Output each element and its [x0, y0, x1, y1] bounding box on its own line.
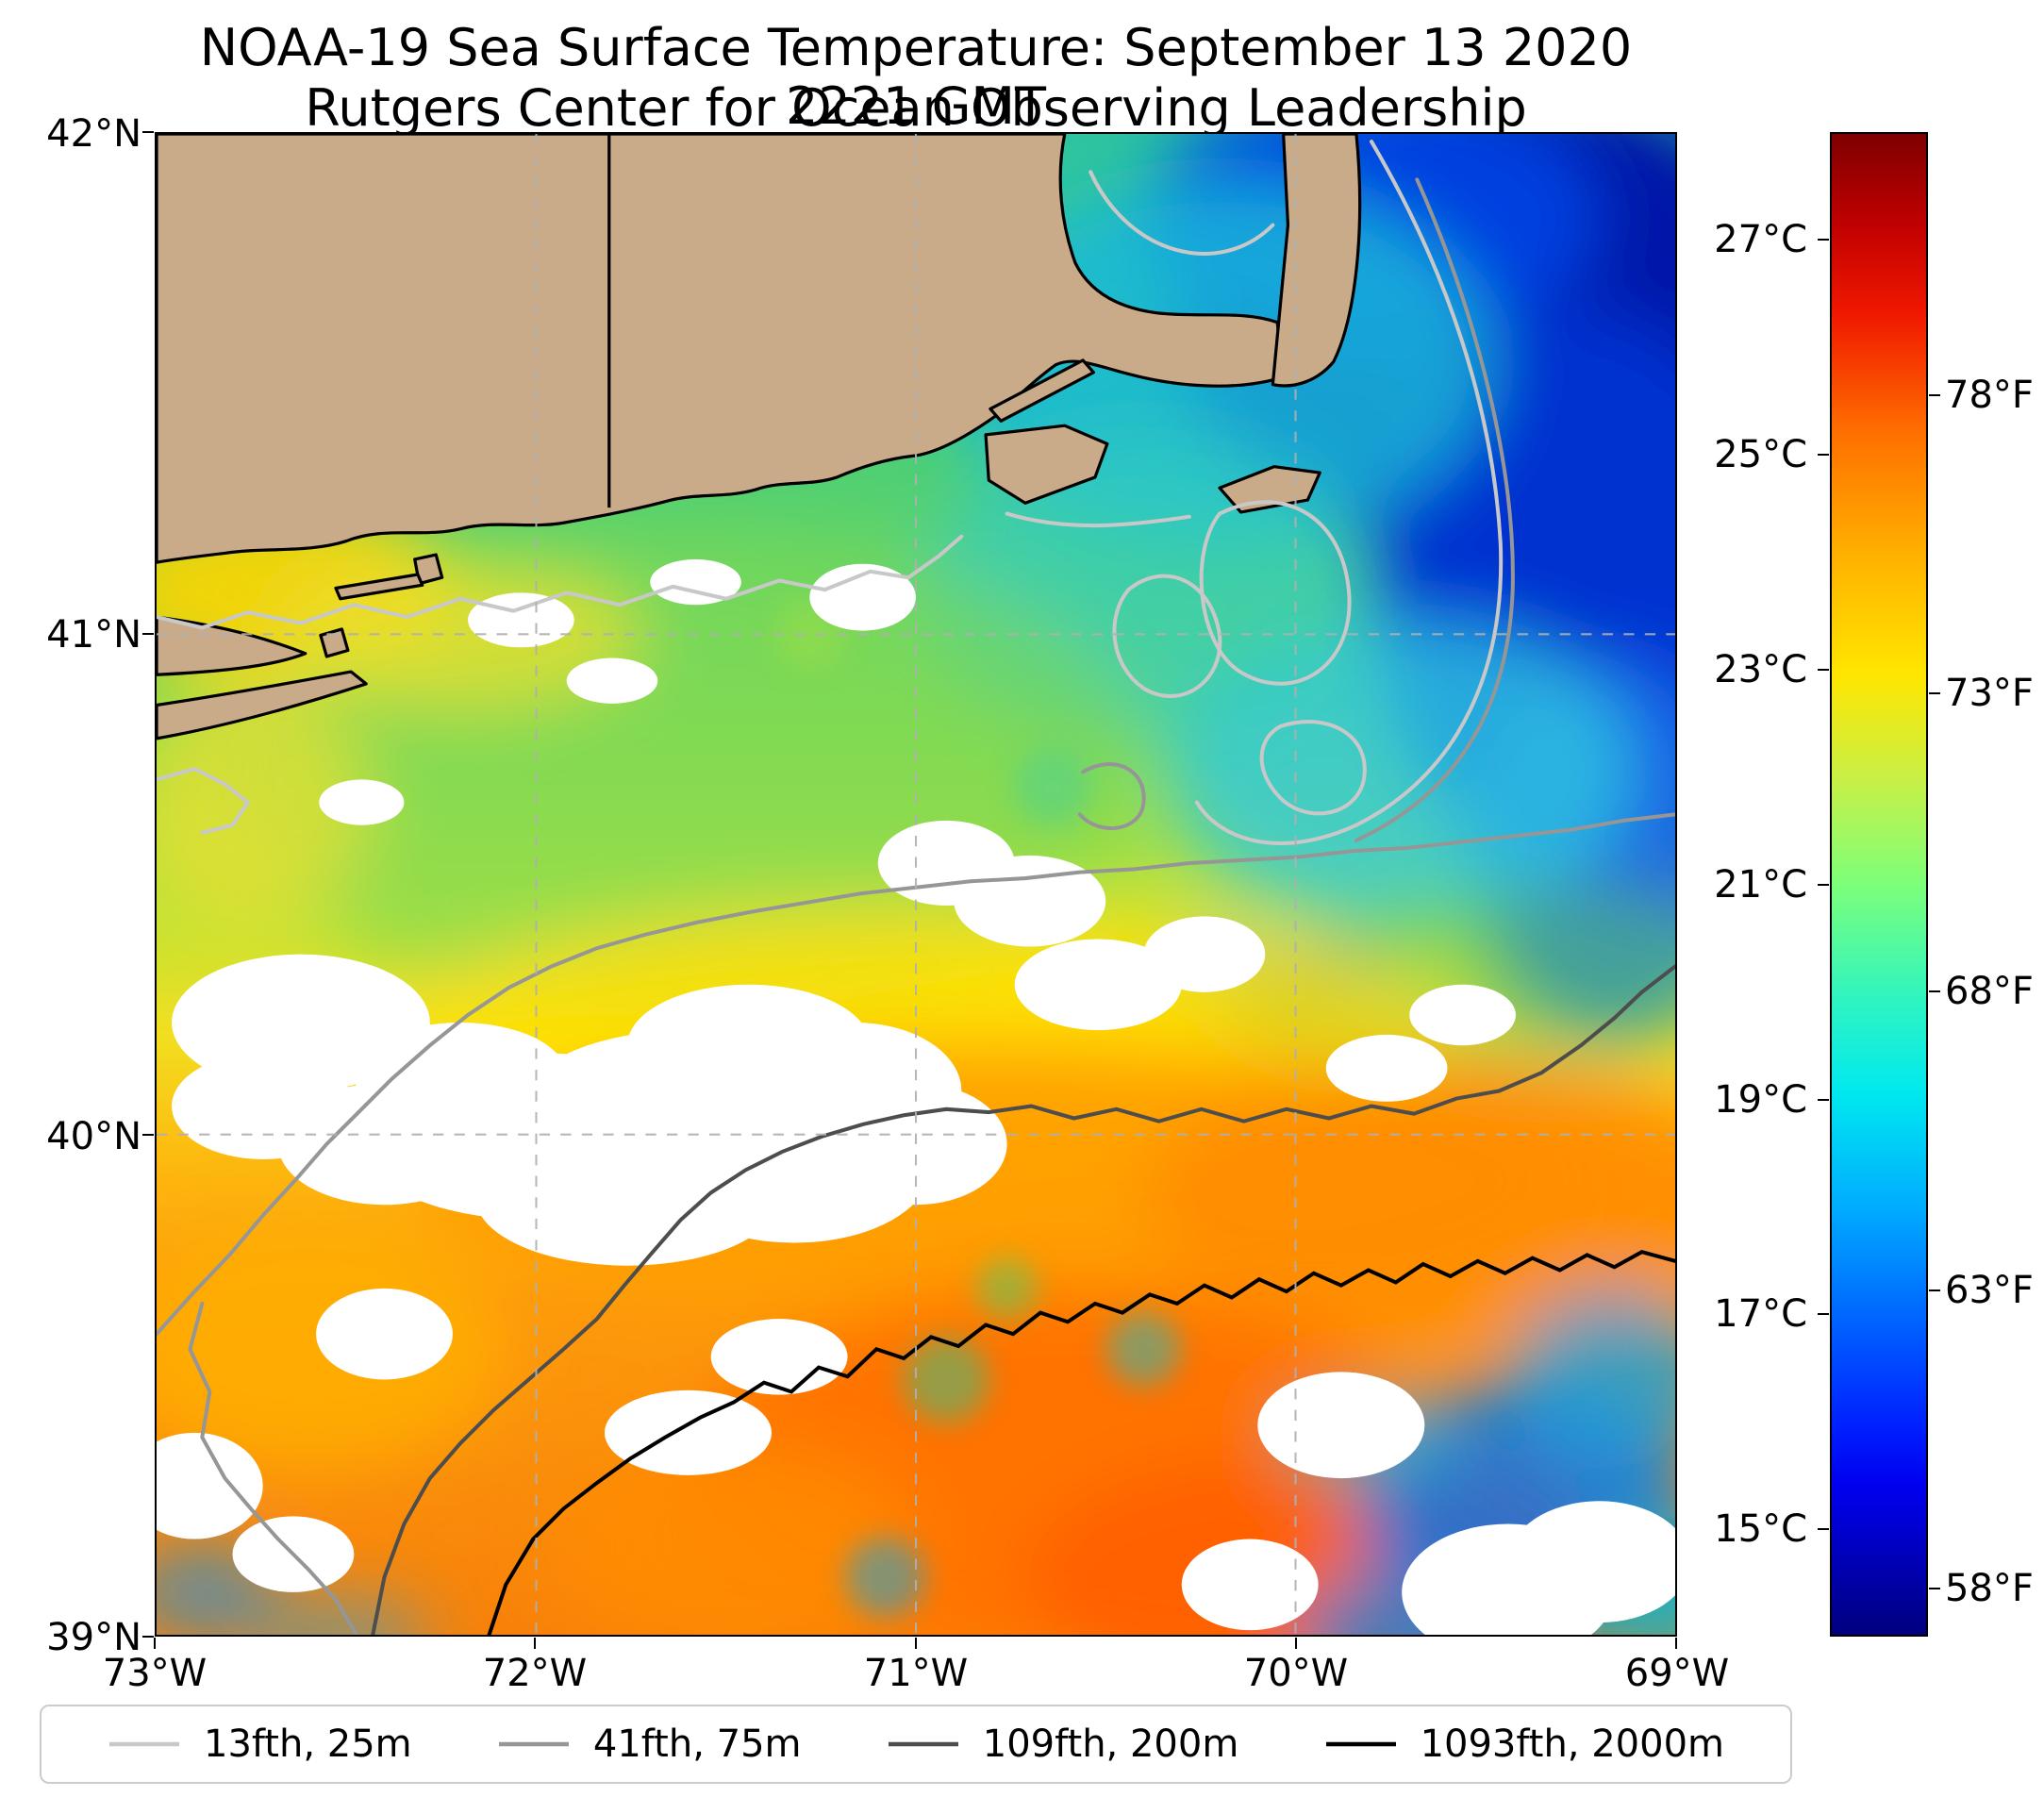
contour-legend: 13fth, 25m 41fth, 75m 109fth, 200m 1093f…	[40, 1705, 1792, 1784]
y-tick	[142, 131, 154, 133]
legend-item-2000m: 1093fth, 2000m	[1324, 1722, 1724, 1767]
legend-item-75m: 41fth, 75m	[497, 1722, 802, 1767]
colorbar	[1830, 132, 1928, 1637]
x-tick	[915, 1638, 917, 1649]
legend-line-200m-icon	[888, 1741, 958, 1747]
y-tick	[142, 633, 154, 635]
x-tick-label: 69°W	[1624, 1652, 1730, 1695]
chart-title: NOAA-19 Sea Surface Temperature: Septemb…	[199, 18, 1633, 136]
sst-map	[155, 132, 1677, 1637]
colorbar-label-c: 25°C	[1714, 433, 1807, 476]
colorbar-label-f: 68°F	[1945, 970, 2034, 1013]
colorbar-tick-f	[1929, 1588, 1940, 1589]
contour-25m	[157, 140, 1504, 845]
colorbar-tick-f	[1929, 692, 1940, 694]
colorbar-tick-c	[1818, 239, 1829, 241]
x-tick	[534, 1638, 536, 1649]
cloud-mask	[157, 558, 1675, 1635]
y-tick	[142, 1636, 154, 1638]
colorbar-label-c: 23°C	[1714, 648, 1807, 691]
legend-label: 41fth, 75m	[592, 1722, 802, 1766]
colorbar-label-c: 15°C	[1714, 1507, 1807, 1551]
colorbar-label-c: 27°C	[1714, 218, 1807, 261]
colorbar-tick-f	[1929, 1290, 1940, 1291]
colorbar-tick-c	[1818, 884, 1829, 886]
contour-2000m	[487, 1250, 1675, 1635]
y-tick-label: 40°N	[46, 1115, 141, 1158]
legend-label: 1093fth, 2000m	[1420, 1722, 1724, 1766]
y-tick	[142, 1134, 154, 1136]
colorbar-label-f: 73°F	[1945, 672, 2034, 715]
x-tick	[154, 1638, 156, 1649]
sst-map-svg	[157, 134, 1675, 1635]
colorbar-tick-f	[1929, 990, 1940, 992]
colorbar-label-c: 17°C	[1714, 1292, 1807, 1336]
colorbar-label-f: 58°F	[1945, 1567, 2034, 1610]
x-tick-label: 71°W	[863, 1652, 969, 1695]
x-tick	[1675, 1638, 1677, 1649]
colorbar-tick-f	[1929, 394, 1940, 396]
legend-label: 13fth, 25m	[204, 1722, 412, 1766]
contour-200m	[371, 964, 1675, 1635]
x-tick	[1295, 1638, 1297, 1649]
y-tick-label: 41°N	[46, 613, 141, 657]
colorbar-label-f: 78°F	[1945, 374, 2034, 417]
colorbar-label-f: 63°F	[1945, 1269, 2034, 1312]
x-tick-label: 70°W	[1243, 1652, 1349, 1695]
legend-item-25m: 13fth, 25m	[108, 1722, 412, 1767]
legend-line-2000m-icon	[1325, 1741, 1396, 1747]
chart-subtitle: Rutgers Center for Ocean Observing Leade…	[305, 78, 1527, 138]
legend-label: 109fth, 200m	[982, 1722, 1239, 1766]
colorbar-tick-c	[1818, 1528, 1829, 1530]
y-tick-label: 42°N	[46, 112, 141, 156]
x-tick-label: 72°W	[482, 1652, 588, 1695]
colorbar-label-c: 21°C	[1714, 863, 1807, 907]
colorbar-tick-c	[1818, 669, 1829, 671]
y-tick-label: 39°N	[46, 1616, 141, 1659]
graticule	[157, 134, 1675, 1635]
legend-line-75m-icon	[498, 1741, 569, 1747]
colorbar-tick-c	[1818, 1313, 1829, 1315]
colorbar-label-c: 19°C	[1714, 1078, 1807, 1122]
legend-item-200m: 109fth, 200m	[887, 1722, 1239, 1767]
colorbar-tick-c	[1818, 454, 1829, 456]
x-tick-label: 73°W	[102, 1652, 208, 1695]
legend-line-25m-icon	[109, 1741, 179, 1747]
colorbar-tick-c	[1818, 1099, 1829, 1101]
